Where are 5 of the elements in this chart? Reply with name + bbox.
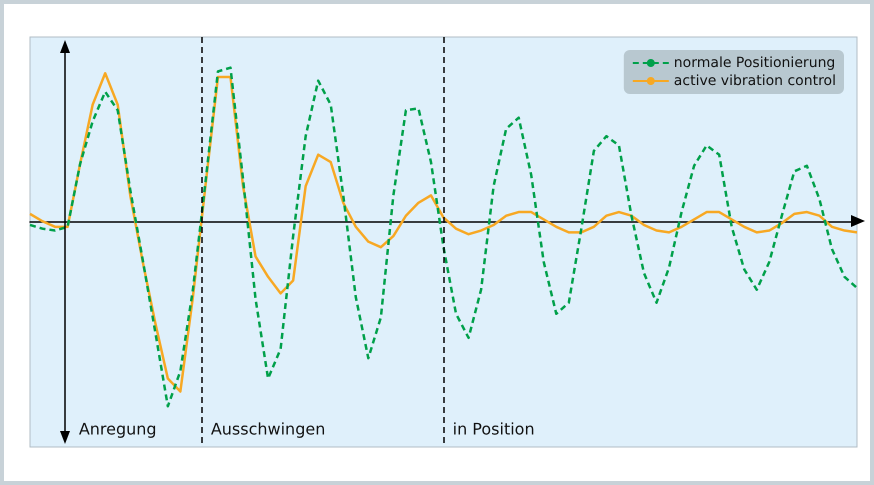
- x-tick-label: in Position: [452, 420, 535, 438]
- x-tick-label: Anregung: [78, 420, 157, 438]
- x-tick-label: Ausschwingen: [210, 420, 326, 438]
- legend-label: normale Positionierung: [674, 55, 836, 71]
- legend-label: active vibration control: [674, 73, 836, 89]
